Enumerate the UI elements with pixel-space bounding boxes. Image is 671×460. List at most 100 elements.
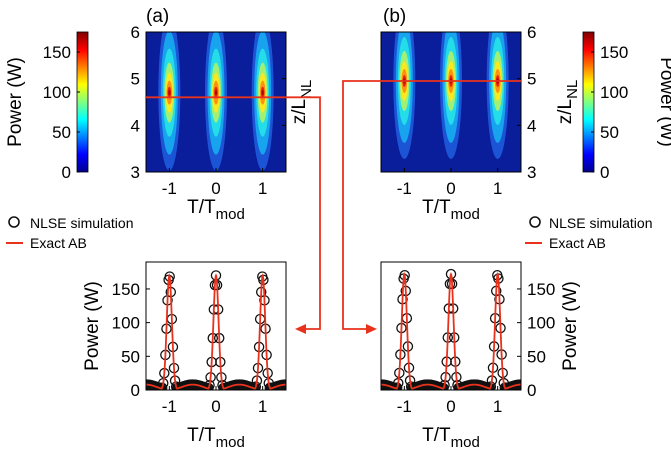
legend-a-exact-label: Exact AB <box>30 235 87 251</box>
colorbar-b-tick-label: 50 <box>600 123 619 142</box>
cut-b-arrowhead <box>366 324 377 334</box>
heatmap-a-xtick-label: 1 <box>258 179 267 198</box>
lineplot-b-ylabel: Power (W) <box>560 281 581 371</box>
lineplot-a: -1 0 1 0 50 100 150 Power (W) T/Tmod <box>82 261 287 451</box>
lineplot-b-xtick-label: 1 <box>493 397 502 416</box>
colorbar-a-tick-label: 0 <box>62 163 71 182</box>
lineplot-a-xtick-label: -1 <box>162 397 177 416</box>
heatmap-b-xlabel-sub: mod <box>451 206 480 223</box>
lineplot-b-ytick-label: 100 <box>527 314 555 333</box>
heatmap-b-ylabel-main: z/L <box>555 99 576 124</box>
lineplot-a-ytick-label: 150 <box>112 280 140 299</box>
lineplot-a-ylabel: Power (W) <box>82 281 103 371</box>
lineplot-b-frame <box>380 261 522 391</box>
colorbar-a-label: Power (W) <box>5 57 26 147</box>
heatmap-a-xlabel: T/Tmod <box>187 197 245 223</box>
heatmap-a-xtick-label: 0 <box>211 179 220 198</box>
heatmap-b-frame <box>380 31 522 173</box>
lineplot-b-x-ticks: -1 0 1 <box>397 386 502 416</box>
lineplot-b-sim-point <box>484 382 496 390</box>
heatmap-b-ylabel: z/LNL <box>555 80 581 125</box>
heatmap-b-peaks <box>393 32 509 159</box>
heatmap-a-peak-1-layer-8 <box>168 90 171 96</box>
colorbar-b: 0 50 100 150 Power (W) <box>582 31 671 182</box>
cut-a-connector <box>146 96 321 330</box>
legend-b-sim-label: NLSE simulation <box>549 215 653 231</box>
cut-lines <box>146 80 521 334</box>
colorbar-a-tick-label: 50 <box>52 123 71 142</box>
heatmap-a-ytick-label: 4 <box>131 116 140 135</box>
legend-a-sim-marker <box>8 216 20 228</box>
lineplot-a-xlabel-sub: mod <box>216 434 245 451</box>
lineplot-a-ytick-label: 0 <box>131 381 140 400</box>
lineplot-a-xlabel-main: T/T <box>187 425 216 446</box>
lineplot-a-y-ticks: 0 50 100 150 <box>112 280 150 400</box>
cut-b-connector <box>342 80 521 330</box>
legend-b: NLSE simulation Exact AB <box>525 215 653 251</box>
heatmap-b-ytick-label: 3 <box>527 163 536 182</box>
heatmap-b-xlabel: T/Tmod <box>422 197 480 223</box>
lineplot-b-y-ticks: 0 50 100 150 <box>517 280 555 400</box>
heatmap-b-xtick-label: 0 <box>446 179 455 198</box>
heatmap-b-xlabel-main: T/T <box>422 197 451 218</box>
lineplot-a-xtick-label: 1 <box>258 397 267 416</box>
cut-a-arrowhead <box>295 324 306 334</box>
legend-b-exact-label: Exact AB <box>549 235 606 251</box>
lineplot-a-ytick-label: 100 <box>112 314 140 333</box>
lineplot-b-xlabel: T/Tmod <box>422 425 480 451</box>
heatmap-b-xtick-label: 1 <box>493 179 502 198</box>
colorbar-b-tick-label: 150 <box>600 43 628 62</box>
colorbar-a-ticks: 0 50 100 150 <box>43 43 80 182</box>
colorbar-a-tick-label: 100 <box>43 83 71 102</box>
colorbar-a-gradient <box>76 31 89 173</box>
colorbar-b-label: Power (W) <box>656 57 671 147</box>
heatmap-a-frame <box>145 31 287 173</box>
lineplot-a-x-ticks: -1 0 1 <box>162 386 267 416</box>
heatmap-a-xlabel-main: T/T <box>187 197 216 218</box>
heatmap-b-ylabel-sub: NL <box>564 80 581 99</box>
heatmap-a-ytick-label: 6 <box>131 23 140 42</box>
heatmap-a-ylabel: z/LNL <box>289 80 315 125</box>
colorbar-a: 0 50 100 150 Power (W) <box>5 31 89 182</box>
lineplot-a-ytick-label: 50 <box>121 347 140 366</box>
heatmap-a-ytick-label: 5 <box>131 70 140 89</box>
heatmap-a: -1 0 1 3 4 5 6 <box>131 23 287 198</box>
lineplot-a-frame <box>145 261 287 391</box>
heatmap-a-xtick-label: -1 <box>162 179 177 198</box>
heatmap-a-ytick-label: 3 <box>131 163 140 182</box>
lineplot-b-ytick-label: 150 <box>527 280 555 299</box>
heatmap-b-ylabel-text: z/LNL <box>555 80 581 125</box>
lineplot-b-xtick-label: 0 <box>446 397 455 416</box>
lineplot-b-xlabel-sub: mod <box>451 434 480 451</box>
heatmap-a-peak-2-layer-8 <box>215 90 217 96</box>
heatmap-a-ylabel-sub: NL <box>298 80 315 99</box>
colorbar-b-ticks: 0 50 100 150 <box>591 43 628 182</box>
panel-b-label: (b) <box>383 6 406 27</box>
heatmap-b-xtick-label: -1 <box>397 179 412 198</box>
heatmap-b-x-ticks: -1 0 1 <box>397 168 502 198</box>
lineplot-a-exact-series <box>146 273 286 390</box>
lineplot-a-xtick-label: 0 <box>211 397 220 416</box>
colorbar-b-gradient <box>582 31 595 173</box>
lineplot-a-xlabel: T/Tmod <box>187 425 245 451</box>
lineplot-b-exact-series <box>381 272 521 390</box>
heatmap-b-ytick-label: 5 <box>527 70 536 89</box>
heatmap-a-xlabel-sub: mod <box>216 206 245 223</box>
heatmap-b-ytick-label: 6 <box>527 23 536 42</box>
heatmap-b-ytick-label: 4 <box>527 116 536 135</box>
colorbar-b-tick-label: 0 <box>600 163 609 182</box>
lineplot-b-ytick-label: 0 <box>527 381 536 400</box>
colorbar-a-tick-label: 150 <box>43 43 71 62</box>
lineplot-a-sim-point <box>249 382 261 390</box>
heatmap-a-peaks <box>158 32 274 171</box>
legend-b-sim-marker <box>529 216 541 228</box>
panel-a-label: (a) <box>146 6 169 27</box>
heatmap-a-peak-3-layer-8 <box>261 90 264 96</box>
heatmap-a-ylabel-main: z/L <box>289 99 310 124</box>
heatmap-a-ylabel-text: z/LNL <box>289 80 315 125</box>
lineplot-b-ytick-label: 50 <box>527 347 546 366</box>
legend-a-sim-label: NLSE simulation <box>30 215 134 231</box>
colorbar-b-tick-label: 100 <box>600 83 628 102</box>
lineplot-b-xtick-label: -1 <box>397 397 412 416</box>
